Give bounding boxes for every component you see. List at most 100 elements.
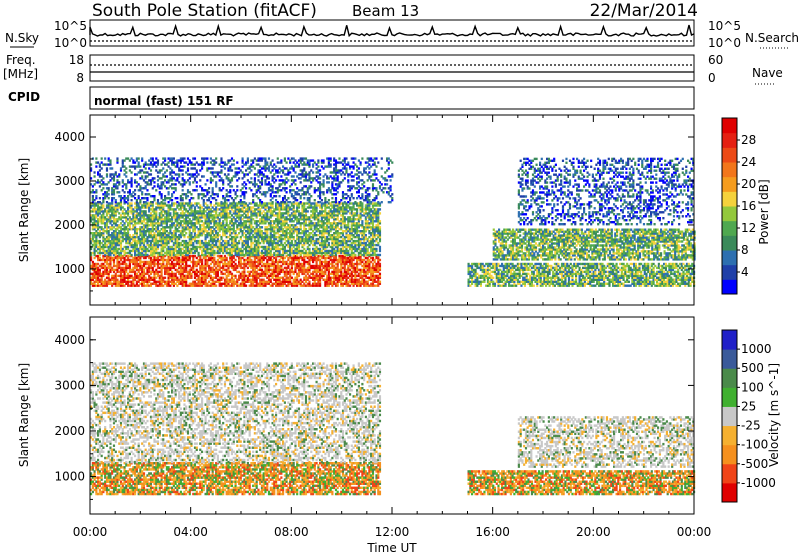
echo-cell bbox=[114, 241, 117, 245]
echo-cell bbox=[312, 208, 315, 211]
echo-cell bbox=[319, 243, 322, 247]
echo-cell bbox=[125, 216, 128, 219]
station-title: South Pole Station (fitACF) bbox=[92, 1, 317, 21]
echo-cell bbox=[116, 235, 119, 239]
echo-cell bbox=[178, 222, 181, 225]
echo-cell bbox=[158, 218, 161, 221]
echo-cell bbox=[112, 258, 116, 262]
echo-cell bbox=[149, 234, 153, 237]
echo-cell bbox=[135, 232, 138, 235]
echo-cell bbox=[112, 278, 116, 281]
echo-cell bbox=[156, 234, 160, 237]
echo-cell bbox=[238, 247, 241, 251]
echo-cell bbox=[208, 268, 211, 272]
echo-cell bbox=[363, 274, 366, 278]
echo-cell bbox=[188, 237, 191, 241]
echo-cell bbox=[134, 218, 137, 221]
echo-cell bbox=[287, 262, 290, 266]
echo-cell bbox=[294, 218, 297, 221]
echo-cell bbox=[104, 251, 107, 255]
echo-cell bbox=[301, 230, 304, 233]
echo-cell bbox=[165, 214, 168, 217]
echo-cell bbox=[341, 251, 345, 255]
echo-cell bbox=[252, 266, 255, 270]
echo-cell bbox=[333, 256, 336, 260]
echo-cell bbox=[283, 218, 286, 221]
echo-cell bbox=[107, 253, 110, 257]
echo-cell bbox=[245, 284, 248, 287]
echo-cell bbox=[215, 276, 218, 279]
echo-cell bbox=[336, 222, 339, 225]
echo-cell bbox=[209, 216, 212, 219]
echo-cell bbox=[206, 208, 209, 211]
echo-cell bbox=[336, 247, 339, 251]
echo-cell bbox=[112, 220, 116, 223]
echo-cell bbox=[283, 260, 286, 264]
echo-cell bbox=[336, 245, 339, 249]
echo-cell bbox=[107, 270, 110, 274]
echo-cell bbox=[312, 216, 315, 219]
echo-cell bbox=[165, 249, 168, 253]
echo-cell bbox=[368, 270, 371, 274]
echo-cell bbox=[158, 232, 161, 235]
echo-cell bbox=[312, 202, 315, 205]
echo-cell bbox=[127, 208, 130, 211]
echo-cell bbox=[171, 276, 174, 279]
echo-cell bbox=[100, 206, 103, 209]
echo-cell bbox=[199, 284, 202, 287]
echo-cell bbox=[327, 232, 330, 235]
echo-cell bbox=[230, 256, 234, 260]
echo-cell bbox=[253, 270, 256, 274]
echo-cell bbox=[211, 214, 214, 217]
echo-cell bbox=[260, 278, 264, 281]
echo-cell bbox=[109, 280, 112, 283]
echo-cell bbox=[105, 235, 109, 239]
echo-cell bbox=[287, 243, 290, 247]
echo-cell bbox=[195, 216, 198, 219]
echo-cell bbox=[215, 216, 218, 219]
echo-cell bbox=[259, 245, 262, 249]
echo-cell bbox=[118, 280, 121, 283]
echo-cell bbox=[179, 272, 182, 276]
echo-cell bbox=[121, 278, 124, 281]
echo-cell bbox=[310, 239, 313, 243]
echo-cell bbox=[201, 272, 204, 276]
echo-cell bbox=[276, 270, 279, 274]
echo-cell bbox=[223, 224, 227, 227]
echo-cell bbox=[278, 202, 281, 205]
echo-cell bbox=[333, 218, 336, 221]
echo-cell bbox=[209, 249, 212, 253]
echo-cell bbox=[121, 212, 124, 215]
echo-cell bbox=[345, 218, 348, 221]
echo-cell bbox=[306, 234, 309, 237]
echo-cell bbox=[156, 241, 160, 245]
echo-cell bbox=[186, 222, 190, 225]
echo-cell bbox=[95, 274, 98, 278]
echo-cell bbox=[238, 256, 241, 260]
echo-cell bbox=[149, 247, 153, 251]
echo-cell bbox=[377, 258, 380, 262]
echo-cell bbox=[134, 241, 137, 245]
echo-cell bbox=[197, 232, 200, 235]
echo-cell bbox=[114, 249, 117, 253]
echo-cell bbox=[350, 278, 353, 281]
echo-cell bbox=[301, 270, 304, 274]
echo-cell bbox=[98, 235, 101, 239]
echo-cell bbox=[266, 212, 269, 215]
echo-cell bbox=[112, 282, 116, 285]
echo-cell bbox=[118, 282, 121, 285]
echo-cell bbox=[267, 264, 271, 268]
echo-cell bbox=[193, 235, 197, 239]
echo-cell bbox=[151, 208, 154, 211]
echo-cell bbox=[324, 262, 327, 266]
echo-cell bbox=[331, 272, 334, 276]
echo-cell bbox=[160, 276, 163, 279]
echo-cell bbox=[260, 282, 264, 285]
echo-cell bbox=[125, 232, 128, 235]
echo-cell bbox=[91, 208, 94, 211]
echo-cell bbox=[236, 245, 239, 249]
echo-cell bbox=[278, 280, 281, 283]
echo-cell bbox=[227, 266, 230, 270]
echo-cell bbox=[262, 262, 265, 266]
echo-cell bbox=[167, 284, 170, 287]
